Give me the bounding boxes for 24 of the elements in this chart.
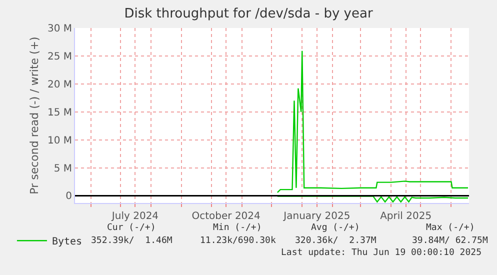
- x-tick-label: April 2025: [380, 211, 432, 222]
- x-tick-label: October 2024: [192, 211, 260, 222]
- text: 11.23k/690.30k: [200, 236, 276, 246]
- legend-label: Bytes: [52, 236, 82, 248]
- y-tick-label: 0: [66, 191, 72, 202]
- line-series: [276, 50, 469, 193]
- y-axis-title: Pr second read (-) / write (+): [28, 36, 42, 194]
- y-tick-label: 20 M: [47, 79, 72, 90]
- chart-title: Disk throughput for /dev/sda - by year: [124, 6, 374, 22]
- text: Cur (-/+): [107, 223, 156, 233]
- y-tick-label: 5 M: [54, 163, 72, 174]
- y-tick-label: 15 M: [47, 107, 72, 118]
- y-tick-label: 30 M: [47, 24, 72, 34]
- text: 320.36k/ 2.37M: [295, 236, 377, 246]
- x-tick-label: January 2025: [282, 211, 350, 222]
- text: Last update: Thu Jun 19 00:00:10 2025: [281, 248, 482, 258]
- text: 39.84M/ 62.75M: [412, 236, 488, 246]
- y-tick-label: 10 M: [47, 135, 72, 146]
- text: 352.39k/ 1.46M: [91, 236, 173, 246]
- y-tick-label: 25 M: [47, 51, 72, 62]
- text: Max (-/+): [426, 223, 475, 233]
- x-tick-label: July 2024: [110, 211, 159, 222]
- text: Min (-/+): [213, 223, 262, 233]
- text: Avg (-/+): [311, 223, 360, 233]
